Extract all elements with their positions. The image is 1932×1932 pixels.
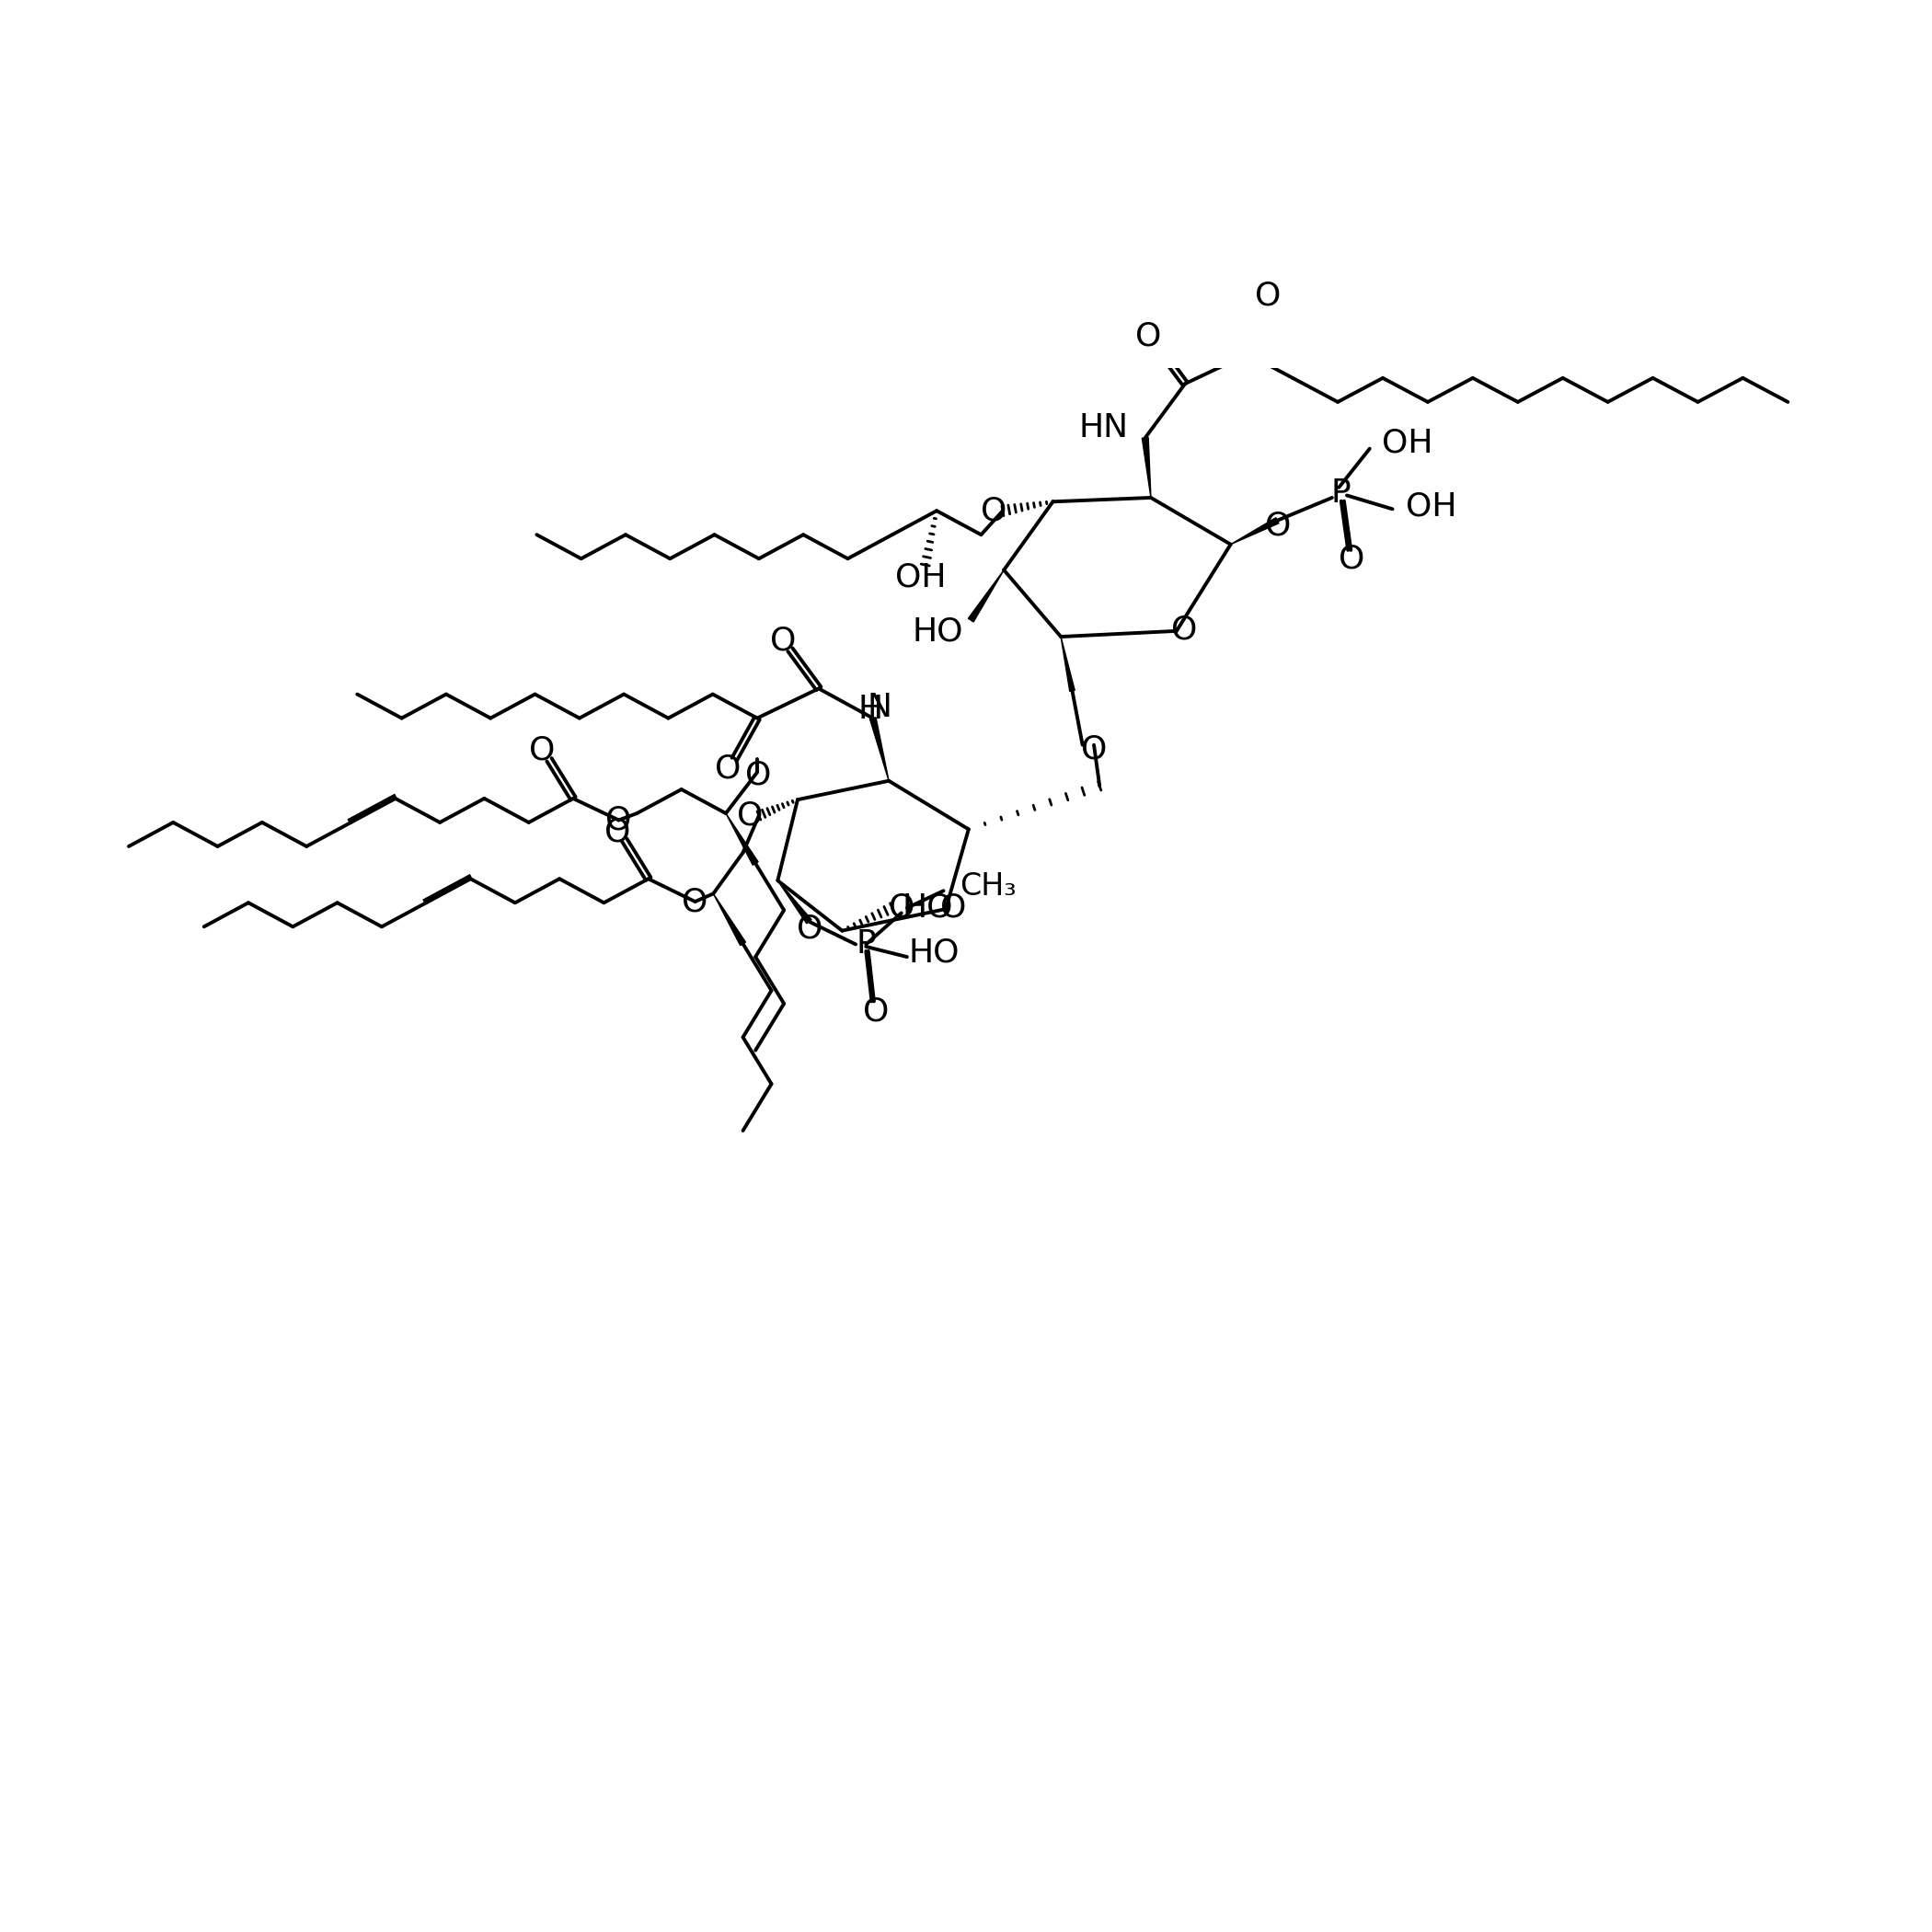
Text: P: P (856, 929, 875, 960)
Text: O: O (607, 804, 632, 837)
Polygon shape (713, 895, 746, 945)
Polygon shape (1061, 638, 1074, 692)
Text: O: O (715, 753, 740, 784)
Text: O: O (1339, 543, 1364, 576)
Text: O: O (682, 887, 709, 918)
Text: O: O (529, 734, 554, 767)
Text: O: O (605, 817, 630, 848)
Text: O: O (941, 893, 966, 923)
Polygon shape (869, 717, 889, 781)
Text: O: O (889, 893, 914, 923)
Text: O: O (1134, 321, 1161, 352)
Text: O: O (1080, 734, 1107, 765)
Text: HO: HO (902, 893, 954, 923)
Text: O: O (1171, 614, 1198, 645)
Text: OH: OH (1381, 427, 1434, 458)
Text: O: O (771, 626, 796, 657)
Text: OH: OH (1406, 491, 1457, 522)
Polygon shape (779, 881, 811, 923)
Text: O: O (1254, 280, 1281, 311)
Polygon shape (1142, 437, 1151, 498)
Polygon shape (968, 570, 1005, 622)
Text: O: O (746, 759, 771, 790)
Text: CH₃: CH₃ (960, 871, 1016, 902)
Text: P: P (1331, 477, 1350, 508)
Text: H: H (858, 694, 883, 724)
Text: HN: HN (1078, 412, 1128, 442)
Text: O: O (1265, 510, 1293, 541)
Text: O: O (981, 495, 1007, 526)
Polygon shape (726, 813, 757, 866)
Text: O: O (798, 912, 823, 945)
Text: O: O (736, 800, 763, 831)
Text: HO: HO (912, 616, 962, 647)
Text: HO: HO (908, 937, 958, 968)
Text: N: N (867, 692, 893, 724)
Polygon shape (1231, 518, 1279, 545)
Text: OH: OH (895, 562, 947, 593)
Text: O: O (864, 995, 889, 1028)
